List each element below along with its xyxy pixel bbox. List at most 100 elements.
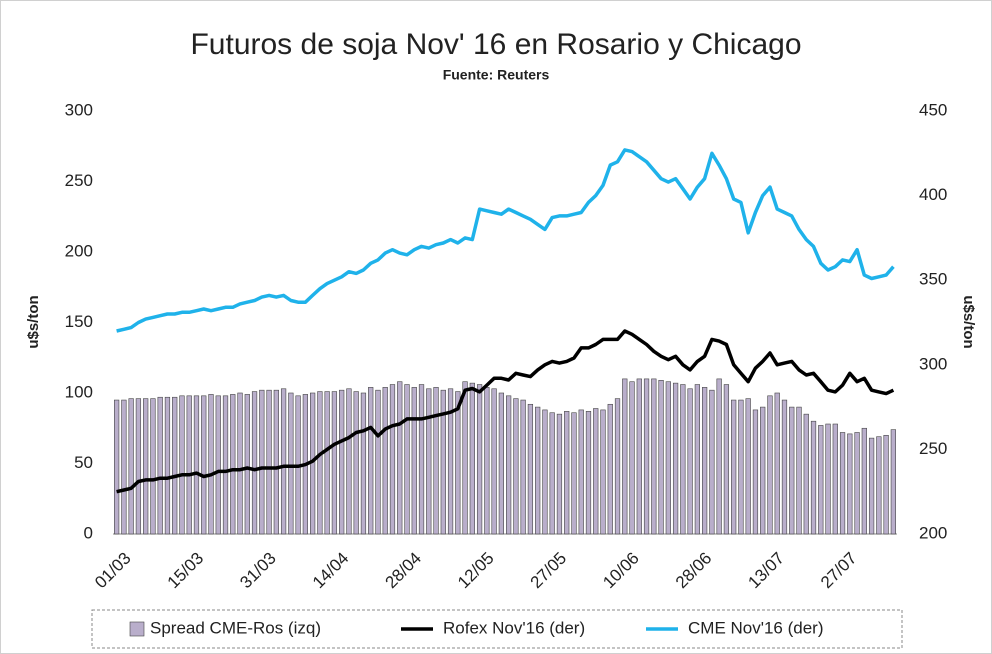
- bar: [331, 391, 338, 535]
- bar: [244, 394, 250, 535]
- bar: [556, 413, 563, 535]
- y2-tick-label: 450: [919, 100, 947, 119]
- y-tick-label: 250: [65, 171, 93, 190]
- y2-tick-label: 250: [919, 439, 947, 458]
- bar: [273, 389, 279, 535]
- bar: [687, 388, 693, 535]
- bar: [339, 389, 345, 535]
- legend-label: Spread CME-Ros (izq): [150, 618, 321, 637]
- legend-label: Rofex Nov'16 (der): [443, 618, 585, 637]
- bar: [280, 388, 287, 535]
- bar: [535, 406, 541, 535]
- bar: [520, 399, 526, 535]
- chart-subtitle: Fuente: Reuters: [443, 67, 550, 83]
- bar: [389, 384, 396, 535]
- bar: [411, 387, 417, 535]
- bar: [346, 388, 352, 535]
- bar: [462, 381, 468, 535]
- bar: [469, 382, 475, 535]
- bar: [476, 384, 483, 535]
- y-axis-label: u$s/ton: [25, 295, 42, 348]
- bar: [143, 398, 149, 535]
- legend-swatch: [129, 621, 145, 637]
- bar: [259, 389, 265, 535]
- bar: [709, 389, 715, 535]
- y-tick-label: 150: [65, 312, 93, 331]
- bar: [397, 381, 403, 535]
- bar: [266, 389, 272, 535]
- bar: [527, 403, 534, 535]
- bar: [128, 398, 134, 535]
- bar: [672, 382, 679, 535]
- bar: [832, 423, 838, 535]
- bar: [135, 398, 142, 535]
- bar: [825, 423, 831, 535]
- bar: [622, 378, 628, 535]
- legend-box: [91, 609, 903, 649]
- y2-axis-label: u$s/ton: [960, 295, 977, 348]
- bar: [513, 398, 519, 535]
- bar: [498, 392, 504, 535]
- bar: [738, 399, 744, 535]
- bar: [774, 392, 780, 535]
- bar: [353, 391, 359, 535]
- bar: [745, 398, 751, 535]
- bar: [578, 409, 584, 535]
- chart-title: Futuros de soja Nov' 16 en Rosario y Chi…: [190, 28, 801, 61]
- bar: [643, 378, 650, 535]
- bar: [716, 378, 722, 535]
- bar: [665, 381, 671, 535]
- bar: [803, 413, 809, 535]
- bar: [651, 378, 657, 535]
- bar: [491, 388, 497, 535]
- bar: [288, 392, 294, 535]
- bar: [193, 395, 200, 535]
- y-tick-label: 0: [84, 523, 93, 542]
- bar: [781, 399, 788, 535]
- bar: [382, 387, 388, 535]
- bar: [702, 387, 708, 535]
- bar: [796, 406, 802, 535]
- bar: [215, 395, 221, 535]
- bar: [600, 409, 606, 535]
- bar: [883, 434, 889, 535]
- bar: [854, 432, 860, 535]
- bar: [767, 395, 773, 535]
- y2-tick-label: 400: [919, 185, 947, 204]
- bar: [542, 409, 548, 535]
- bar: [839, 432, 846, 535]
- bar: [564, 411, 570, 535]
- bar: [593, 408, 599, 535]
- bar: [201, 395, 207, 535]
- bar: [868, 437, 875, 535]
- bar: [208, 394, 214, 535]
- bar: [172, 396, 178, 535]
- bar: [810, 420, 817, 535]
- bar: [723, 384, 730, 535]
- bar: [375, 389, 381, 535]
- bar: [121, 399, 127, 535]
- bar: [222, 395, 229, 535]
- bar: [418, 384, 425, 535]
- bar: [760, 406, 766, 535]
- bar: [426, 388, 432, 535]
- y-tick-label: 300: [65, 100, 93, 119]
- bar: [404, 384, 410, 535]
- y-tick-label: 200: [65, 241, 93, 260]
- bar: [506, 395, 512, 535]
- y2-tick-label: 350: [919, 270, 947, 289]
- bar: [251, 391, 258, 535]
- bar: [629, 381, 635, 535]
- bar: [818, 425, 824, 535]
- bar: [114, 399, 120, 535]
- bar: [847, 433, 853, 535]
- bar: [614, 398, 621, 535]
- bar: [150, 398, 156, 535]
- bar: [694, 384, 700, 535]
- line: [116, 148, 895, 333]
- bar: [789, 406, 795, 535]
- bar: [360, 392, 367, 535]
